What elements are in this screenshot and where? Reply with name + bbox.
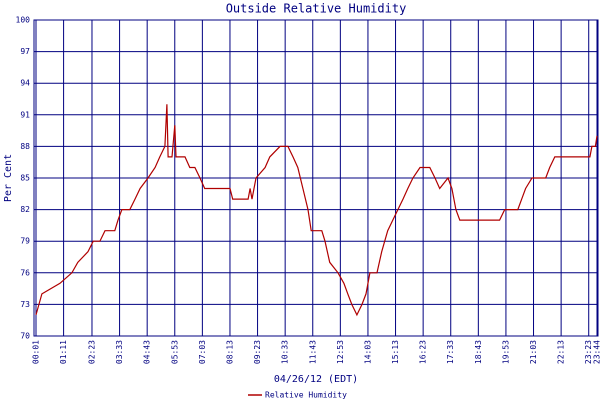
x-tick-label: 22:13	[557, 340, 566, 364]
x-tick-label: 16:23	[419, 340, 428, 364]
y-tick-label: 76	[20, 268, 30, 277]
x-tick-label: 10:33	[281, 340, 290, 364]
x-axis-label: 04/26/12 (EDT)	[274, 374, 358, 385]
x-tick-label: 01:11	[59, 340, 68, 364]
x-tick-label: 23:44	[593, 340, 600, 364]
y-tick-label: 73	[20, 300, 30, 309]
x-tick-label: 03:33	[115, 340, 124, 364]
x-tick-label: 08:13	[225, 340, 234, 364]
x-tick-label: 18:43	[474, 340, 483, 364]
y-tick-label: 100	[16, 16, 31, 25]
y-tick-label: 91	[20, 110, 30, 119]
y-tick-label: 97	[20, 47, 30, 56]
x-tick-label: 05:53	[170, 340, 179, 364]
x-tick-label: 17:33	[446, 340, 455, 364]
x-tick-label: 11:43	[308, 340, 317, 364]
x-tick-label: 15:13	[391, 340, 400, 364]
y-axis-label: Per Cent	[3, 154, 14, 202]
data-line	[35, 104, 598, 317]
x-tick-label: 23:23	[584, 340, 593, 364]
x-tick-label: 07:03	[198, 340, 207, 364]
y-tick-label: 79	[20, 237, 30, 246]
y-tick-label: 85	[20, 174, 30, 183]
x-tick-label: 00:01	[32, 340, 41, 364]
x-tick-label: 04:43	[143, 340, 152, 364]
x-tick-label: 02:23	[87, 340, 96, 364]
y-tick-label: 70	[20, 332, 30, 341]
x-tick-label: 14:03	[363, 340, 372, 364]
y-tick-label: 82	[20, 205, 30, 214]
x-tick-label: 21:03	[529, 340, 538, 364]
x-tick-label: 19:53	[501, 340, 510, 364]
legend-label: Relative Humidity	[265, 391, 347, 400]
x-tick-label: 09:23	[253, 340, 262, 364]
y-tick-label: 94	[20, 79, 30, 88]
y-tick-label: 88	[20, 142, 30, 151]
chart-title: Outside Relative Humidity	[226, 2, 407, 16]
x-tick-label: 12:53	[336, 340, 345, 364]
